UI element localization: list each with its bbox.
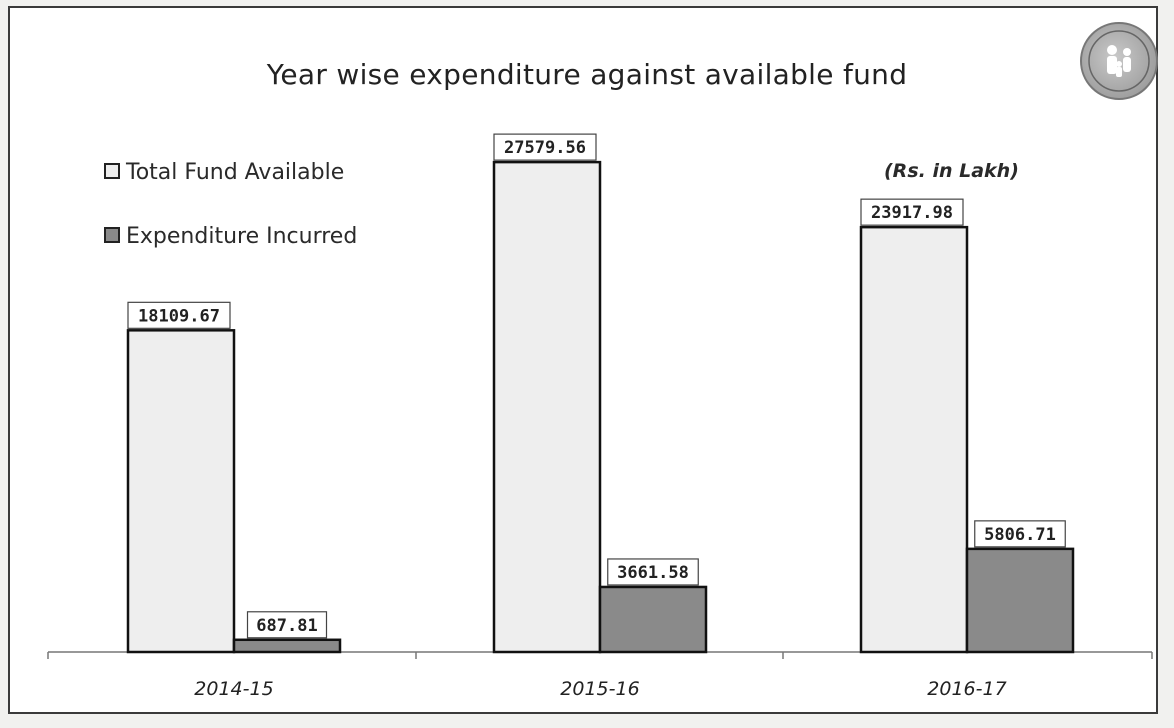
legend-label-total-fund-available: Total Fund Available xyxy=(126,160,345,185)
data-label: 5806.71 xyxy=(984,525,1056,545)
bar-expenditure-2016-17 xyxy=(965,547,1075,654)
data-label: 687.81 xyxy=(256,616,317,636)
data-label-box xyxy=(860,198,964,226)
data-label-box xyxy=(246,611,328,639)
data-label: 23917.98 xyxy=(871,203,953,223)
unit-note: (Rs. in Lakh) xyxy=(884,160,1019,182)
data-label-box xyxy=(127,301,231,329)
bar-expenditure-2014-15 xyxy=(232,638,342,654)
x-tick-label: 2015-16 xyxy=(560,678,639,700)
x-tick-label: 2014-15 xyxy=(194,678,273,700)
legend-swatch-total-fund-available xyxy=(104,163,120,179)
national-urban-health-mission-logo-icon xyxy=(1080,22,1158,100)
bar-total-fund-2016-17 xyxy=(859,225,969,654)
legend-item-expenditure-incurred: Expenditure Incurred xyxy=(104,224,357,249)
bar-total-fund-2014-15 xyxy=(126,329,236,654)
data-label: 27579.56 xyxy=(504,138,586,158)
data-label: 3661.58 xyxy=(617,563,689,583)
data-label-box xyxy=(974,520,1066,548)
bar-expenditure-2015-16 xyxy=(598,585,708,654)
bar-total-fund-2015-16 xyxy=(492,160,602,654)
data-label: 18109.67 xyxy=(138,306,220,326)
data-label-box xyxy=(607,558,699,586)
legend-label-expenditure-incurred: Expenditure Incurred xyxy=(126,224,358,249)
chart-title: Year wise expenditure against available … xyxy=(266,58,908,91)
x-tick-label: 2016-17 xyxy=(927,678,1006,700)
legend-item-total-fund-available: Total Fund Available xyxy=(104,160,344,185)
data-label-box xyxy=(493,133,597,161)
legend-swatch-expenditure-incurred xyxy=(104,227,120,243)
